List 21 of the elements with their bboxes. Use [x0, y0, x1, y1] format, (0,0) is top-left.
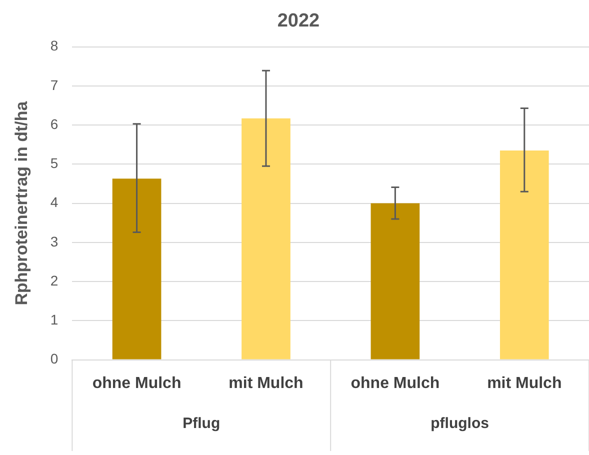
y-tick-label: 7 [50, 76, 58, 93]
chart-title: 2022 [277, 10, 320, 32]
y-tick-label: 6 [50, 116, 58, 132]
bar [112, 178, 162, 360]
y-tick-label: 2 [50, 272, 58, 288]
bar [370, 203, 420, 360]
bar [242, 118, 290, 360]
bar [500, 150, 549, 360]
x-tick-label: mit Mulch [228, 374, 304, 392]
x-tick-label: ohne Mulch [350, 374, 440, 392]
x-tick-label: ohne Mulch [92, 374, 182, 392]
y-tick-label: 8 [50, 38, 58, 54]
text: Pflug [182, 414, 220, 432]
y-tick-label: 1 [50, 312, 58, 328]
y-tick-label: 0 [50, 350, 58, 367]
y-tick-label: 3 [50, 233, 58, 250]
text: pfluglos [430, 414, 489, 432]
y-tick-label: 5 [50, 155, 58, 172]
y-tick-label: 4 [50, 194, 58, 210]
y-axis-title: Rphproteinertrag in dt/ha [12, 100, 31, 306]
x-tick-label: mit Mulch [487, 374, 562, 392]
